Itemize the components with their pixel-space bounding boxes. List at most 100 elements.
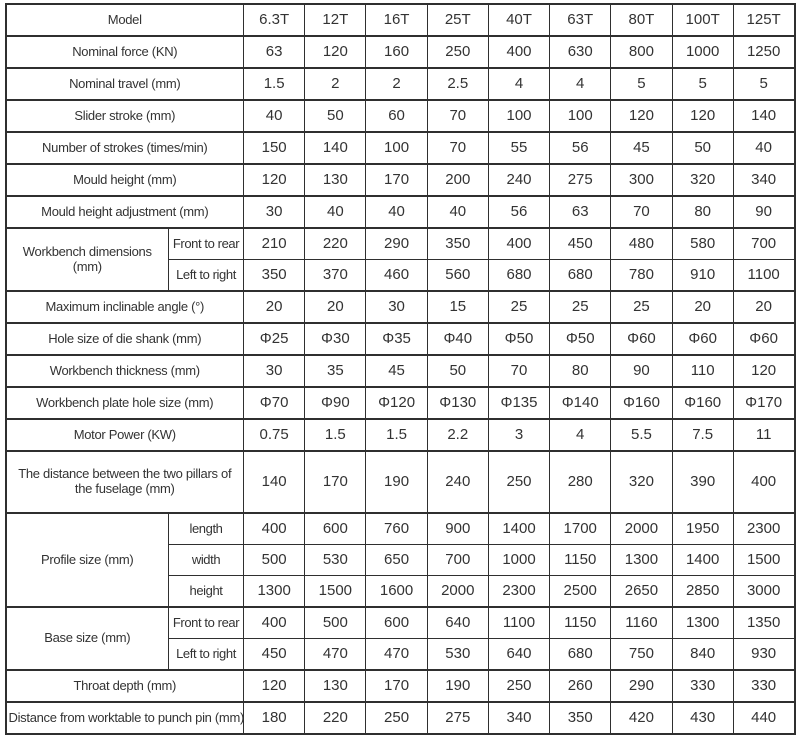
spec-cell: 240 [487,163,551,197]
spec-cell: 40 [732,131,796,165]
spec-cell: 910 [671,259,734,292]
spec-cell: 1000 [671,35,734,69]
spec-cell: 300 [610,163,673,197]
spec-cell: 250 [487,450,551,514]
row-label: Maximum inclinable angle (°) [4,290,245,324]
spec-cell: 5 [671,67,734,101]
spec-cell: 400 [487,35,551,69]
table-row: Number of strokes (times/min) 150 140 100 70… [4,131,796,165]
spec-cell: 1500 [304,575,367,608]
row-label: Number of strokes (times/min) [4,131,245,165]
spec-cell: 170 [365,669,428,703]
spec-table: Model 6.3T 12T 16T 25T 40T 63T 80T 100T 125T Nomin… [4,3,796,735]
spec-cell: Φ170 [732,386,796,420]
spec-cell: Φ50 [487,322,551,356]
spec-cell: 2 [304,67,367,101]
spec-cell: Φ120 [365,386,428,420]
spec-cell: 750 [610,638,673,671]
spec-cell: 2500 [549,575,612,608]
spec-cell: 640 [426,606,489,639]
spec-cell: 50 [304,99,367,133]
spec-cell: 50 [671,131,734,165]
spec-cell: 470 [365,638,428,671]
spec-cell: 20 [243,290,306,324]
sub-row-label: Left to right [167,259,245,292]
spec-cell: Φ60 [671,322,734,356]
row-group-label: Profile size (mm) [5,512,169,608]
table-row: Left to right 350 370 460 560 680 680 780 910 110… [6,259,796,292]
spec-cell: 900 [426,512,489,545]
spec-cell: 580 [671,227,734,260]
model-header-cell: 80T [610,3,673,37]
row-label: The distance between the two pillars of … [4,450,245,514]
spec-cell: 330 [671,669,734,703]
spec-cell: 56 [549,131,612,165]
spec-cell: 630 [549,35,612,69]
spec-cell: 70 [426,131,489,165]
table-row: Maximum inclinable angle (°) 20 20 30 15 25 25… [4,290,796,324]
spec-cell: 170 [304,450,367,514]
spec-cell: 450 [243,638,306,671]
spec-cell: 160 [365,35,428,69]
spec-table-body: Model 6.3T 12T 16T 25T 40T 63T 80T 100T 125T Nomin… [4,3,796,735]
model-header-cell: 63T [549,3,612,37]
model-header-cell: 6.3T [243,3,306,37]
spec-cell: 1.5 [365,418,428,452]
spec-cell: 1300 [671,606,734,639]
spec-cell: Φ160 [671,386,734,420]
spec-cell: 350 [243,259,306,292]
row-label: Mould height (mm) [4,163,245,197]
spec-cell: 45 [365,354,428,388]
spec-cell: 480 [610,227,673,260]
model-header-cell: 100T [671,3,734,37]
spec-cell: 2300 [732,512,796,545]
row-label: Slider stroke (mm) [4,99,245,133]
spec-cell: 500 [243,544,306,576]
row-label: Distance from worktable to punch pin (mm… [4,701,245,735]
row-group-label: Workbench dimensions (mm) [5,227,169,292]
spec-cell: 2 [365,67,428,101]
spec-cell: Φ60 [610,322,673,356]
spec-cell: 30 [243,195,306,229]
spec-cell: 25 [610,290,673,324]
spec-cell: 1950 [671,512,734,545]
model-header-cell: 40T [487,3,551,37]
spec-cell: 140 [304,131,367,165]
spec-cell: Φ35 [365,322,428,356]
spec-cell: 40 [304,195,367,229]
table-row: Base size (mm) Front to rear 400 500 600 640 1… [5,606,796,671]
spec-cell: 1150 [549,544,612,576]
spec-cell: 1700 [549,512,612,545]
spec-cell: 780 [610,259,673,292]
spec-cell: 1300 [243,575,306,608]
spec-cell: 40 [243,99,306,133]
spec-cell: 330 [732,669,796,703]
spec-cell: 760 [365,512,428,545]
table-row: Profile size (mm) length 400 600 760 900 1400 1… [5,512,796,608]
spec-cell: 130 [304,669,367,703]
model-header-cell: 25T [426,3,489,37]
spec-cell: 1.5 [304,418,367,452]
spec-cell: 11 [732,418,796,452]
spec-cell: 2850 [671,575,734,608]
table-row: Hole size of die shank (mm) Φ25 Φ30 Φ35 Φ40 Φ… [4,322,796,356]
table-row: Nominal travel (mm) 1.5 2 2 2.5 4 4 5 5 5 [4,67,796,101]
spec-cell: 600 [304,512,367,545]
spec-cell: 370 [304,259,367,292]
row-label: Nominal force (KN) [4,35,245,69]
spec-cell: 40 [426,195,489,229]
spec-cell: 1300 [610,544,673,576]
spec-cell: 1400 [671,544,734,576]
row-label: Throat depth (mm) [4,669,245,703]
spec-cell: 250 [487,669,551,703]
spec-cell: 0.75 [243,418,306,452]
spec-cell: 210 [243,227,306,260]
spec-cell: 170 [365,163,428,197]
spec-cell: 390 [671,450,734,514]
spec-cell: 1100 [732,259,796,292]
spec-cell: 275 [426,701,489,735]
spec-cell: Φ90 [304,386,367,420]
spec-cell: 30 [243,354,306,388]
spec-cell: 120 [610,99,673,133]
spec-cell: 150 [243,131,306,165]
